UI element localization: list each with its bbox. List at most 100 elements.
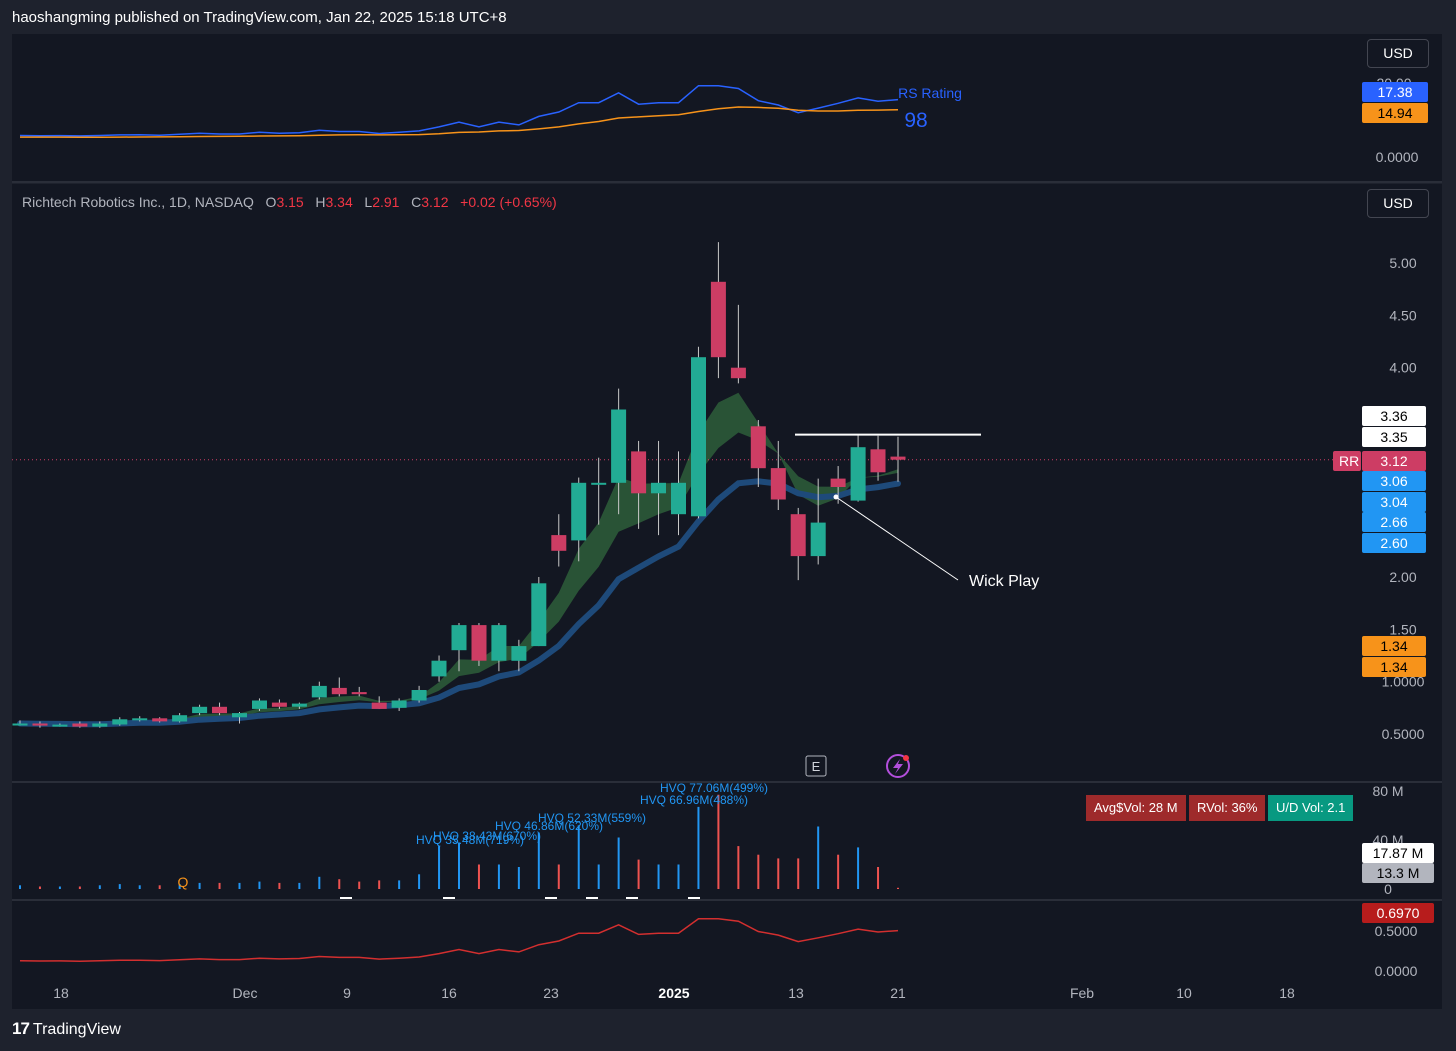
panel-divider[interactable] bbox=[12, 181, 1442, 183]
candle-layer bbox=[12, 242, 906, 728]
candle-body bbox=[611, 409, 627, 483]
time-tick-label: Dec bbox=[233, 985, 258, 1001]
low-label: L bbox=[364, 194, 373, 210]
symbol-tag-badge: RR bbox=[1333, 451, 1361, 471]
price-tick-label: 1.50 bbox=[1389, 621, 1416, 637]
candle-body bbox=[810, 522, 826, 557]
price-tick-label: 0.5000 bbox=[1382, 726, 1425, 742]
candle-body bbox=[790, 514, 806, 557]
line-panel-badge: 0.6970 bbox=[1362, 903, 1434, 923]
rs-ma-line bbox=[20, 106, 899, 138]
hvq-label: HVQ 35.48M(719%) bbox=[416, 833, 524, 847]
tradingview-logo[interactable]: 17 TradingView bbox=[12, 1019, 121, 1039]
candle-body bbox=[531, 583, 547, 647]
hvq-label: HVQ 46.86M(620%) bbox=[495, 819, 603, 833]
quarter-marker-label: Q bbox=[178, 874, 189, 890]
time-tick-label: Feb bbox=[1070, 985, 1094, 1001]
time-axis[interactable] bbox=[12, 982, 1442, 1008]
lightning-event-icon bbox=[886, 754, 910, 778]
time-tick-label: 21 bbox=[890, 985, 906, 1001]
lightning-bolt-icon bbox=[893, 759, 903, 774]
time-tick-label: 18 bbox=[53, 985, 69, 1001]
rs-rating-value: 98 bbox=[904, 109, 927, 132]
panel-divider[interactable] bbox=[12, 781, 1442, 783]
logo-mark-icon: 17 bbox=[12, 1019, 30, 1038]
price-badge-orange-1: 1.34 bbox=[1362, 636, 1426, 656]
rs-currency-button[interactable]: USD bbox=[1367, 39, 1429, 68]
hvq-label: HVQ 38.43M(670%) bbox=[433, 829, 541, 843]
price-tick-label: 2.00 bbox=[1389, 569, 1416, 585]
candle-body bbox=[451, 625, 467, 651]
volume-layer bbox=[19, 794, 899, 889]
volume-tick-label: 80 M bbox=[1372, 783, 1403, 799]
candle-body bbox=[132, 718, 148, 721]
candle-body bbox=[870, 449, 886, 473]
main-currency-button[interactable]: USD bbox=[1367, 189, 1429, 218]
hvq-marker bbox=[545, 897, 557, 899]
wick-play-label: Wick Play bbox=[969, 573, 1039, 590]
main-price-panel[interactable] bbox=[12, 184, 1442, 781]
annotation-dot bbox=[833, 494, 839, 500]
candle-body bbox=[371, 702, 387, 709]
panel-divider[interactable] bbox=[12, 899, 1442, 901]
candle-body bbox=[770, 468, 786, 500]
hvq-label: HVQ 77.06M(499%) bbox=[660, 781, 768, 795]
candle-body bbox=[890, 456, 906, 460]
price-badge-white-low: 3.35 bbox=[1362, 427, 1426, 447]
volume-badge-white: 17.87 M bbox=[1362, 843, 1434, 863]
brand-name: TradingView bbox=[32, 1021, 121, 1038]
candle-body bbox=[331, 687, 347, 695]
time-tick-label: 9 bbox=[343, 985, 351, 1001]
annotation-layer: Wick Play E bbox=[795, 433, 1039, 778]
high-label: H bbox=[315, 194, 326, 210]
candle-body bbox=[710, 281, 726, 358]
candle-body bbox=[252, 700, 267, 709]
open-value: 3.15 bbox=[276, 194, 304, 210]
candle-body bbox=[471, 625, 487, 661]
rs-badge-orange: 14.94 bbox=[1362, 103, 1428, 123]
candle-body bbox=[72, 723, 88, 727]
annotation-pointer bbox=[835, 496, 959, 581]
hvq-marker bbox=[340, 897, 352, 899]
candle-body bbox=[591, 482, 607, 485]
candle-body bbox=[172, 715, 188, 722]
volume-tick-label: 0 bbox=[1384, 881, 1392, 897]
earnings-event-icon bbox=[805, 755, 827, 777]
candle-body bbox=[52, 724, 68, 727]
hvq-marker bbox=[626, 897, 638, 899]
price-badge-white-high: 3.36 bbox=[1362, 406, 1426, 426]
candle-body bbox=[311, 685, 327, 698]
time-tick-label: 16 bbox=[441, 985, 457, 1001]
price-tick-label: 5.00 bbox=[1389, 255, 1416, 271]
price-tick-label: 1.0000 bbox=[1382, 674, 1425, 690]
rs-layer bbox=[19, 84, 899, 138]
line-layer bbox=[19, 918, 899, 962]
ma-band-layer bbox=[12, 392, 1360, 728]
candle-body bbox=[730, 367, 746, 379]
candle-body bbox=[92, 723, 108, 727]
symbol-title: Richtech Robotics Inc., 1D, NASDAQ bbox=[22, 194, 254, 210]
time-tick-label: 13 bbox=[788, 985, 804, 1001]
last-price-badge: 3.12 bbox=[1362, 451, 1426, 471]
candle-body bbox=[152, 718, 168, 722]
time-tick-label: 23 bbox=[543, 985, 559, 1001]
candle-body bbox=[511, 646, 527, 661]
rs-line bbox=[19, 84, 899, 137]
earnings-event-label: E bbox=[812, 759, 821, 774]
close-value: 3.12 bbox=[421, 194, 449, 210]
up-down-volume-stat: U/D Vol: 2.1 bbox=[1268, 795, 1354, 821]
candle-body bbox=[232, 713, 247, 718]
candle-body bbox=[750, 426, 766, 469]
price-tick-label: 4.00 bbox=[1389, 360, 1416, 376]
candle-body bbox=[830, 478, 846, 487]
candle-body bbox=[12, 723, 28, 726]
candle-body bbox=[192, 706, 208, 714]
volume-badge-gray: 13.3 M bbox=[1362, 863, 1434, 883]
price-badge-blue-4: 2.60 bbox=[1362, 533, 1426, 553]
price-badge-blue-1: 3.06 bbox=[1362, 471, 1426, 491]
rs-rating-title: RS Rating bbox=[898, 85, 962, 101]
rs-tick-label: 0.0000 bbox=[1376, 149, 1419, 165]
candle-body bbox=[291, 703, 307, 707]
